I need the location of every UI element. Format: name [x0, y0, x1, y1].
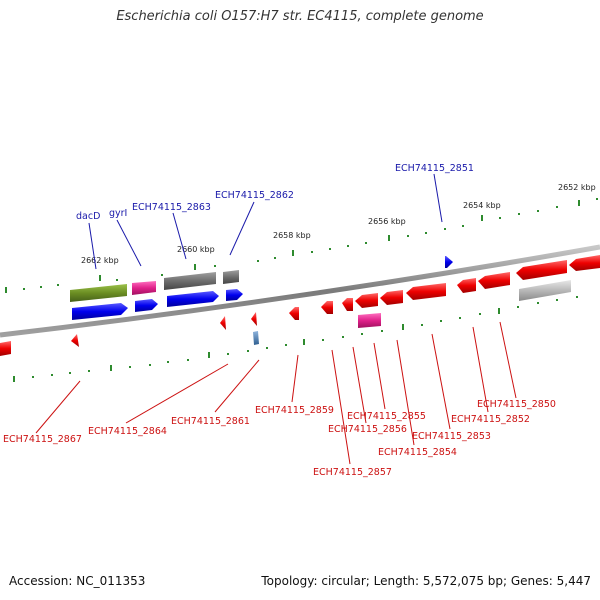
- lower-labels: ECH74115_2867 ECH74115_2864 ECH74115_286…: [3, 399, 556, 478]
- gene-dacD[interactable]: [70, 284, 127, 302]
- upper-labels: dacD gyrI ECH74115_2863 ECH74115_2862 EC…: [76, 163, 474, 222]
- genome-backbone: [0, 244, 600, 338]
- map-title: Escherichia coli O157:H7 str. EC4115, co…: [116, 9, 484, 24]
- topology-text: Topology: circular; Length: 5,572,075 bp…: [261, 574, 591, 588]
- tick-label: 2652 kbp: [558, 183, 596, 192]
- gene-label-dacD[interactable]: dacD: [76, 211, 100, 222]
- gene-2862[interactable]: [223, 270, 239, 284]
- gene-label-2864[interactable]: ECH74115_2864: [88, 426, 167, 437]
- gene-2859[interactable]: [289, 307, 299, 320]
- gene-2855[interactable]: [355, 293, 378, 308]
- forward-strand-row: [72, 256, 453, 320]
- gene-forward[interactable]: [72, 303, 128, 320]
- gene-lower-pink[interactable]: [358, 313, 381, 328]
- gene-label-2855[interactable]: ECH74115_2855: [347, 411, 426, 422]
- upper-feature-row: [70, 270, 571, 302]
- gene-reverse[interactable]: [569, 255, 600, 271]
- gene-2857[interactable]: [321, 301, 333, 314]
- gene-forward[interactable]: [226, 289, 243, 301]
- tick-label: 2654 kbp: [463, 201, 501, 210]
- lower-leader-lines: [35, 321, 517, 465]
- gene-label-2867[interactable]: ECH74115_2867: [3, 434, 82, 445]
- upper-tick-scale: [5, 198, 598, 293]
- gene-2851[interactable]: [445, 256, 453, 268]
- gene-reverse[interactable]: [0, 341, 11, 356]
- gene-2850[interactable]: [516, 260, 567, 280]
- gene-2867[interactable]: [71, 334, 79, 347]
- tick-label: 2656 kbp: [368, 217, 406, 226]
- gene-label-2856[interactable]: ECH74115_2856: [328, 424, 407, 435]
- gene-label-2859[interactable]: ECH74115_2859: [255, 405, 334, 416]
- gene-gyrI[interactable]: [132, 281, 156, 295]
- gene-forward[interactable]: [135, 299, 158, 312]
- gene-2856[interactable]: [342, 298, 353, 311]
- gene-2863[interactable]: [164, 272, 216, 290]
- gene-2854[interactable]: [380, 290, 403, 305]
- gene-2852b[interactable]: [478, 272, 510, 289]
- tick-label: 2660 kbp: [177, 245, 215, 254]
- tick-label: 2658 kbp: [273, 231, 311, 240]
- gene-label-2863[interactable]: ECH74115_2863: [132, 202, 211, 213]
- lower-feature-row: [253, 313, 381, 345]
- gene-lower-steel[interactable]: [253, 331, 259, 345]
- gene-label-2852[interactable]: ECH74115_2852: [451, 414, 530, 425]
- gene-2853[interactable]: [406, 283, 446, 300]
- gene-label-2853[interactable]: ECH74115_2853: [412, 431, 491, 442]
- gene-upper-lightgray[interactable]: [519, 280, 571, 301]
- gene-label-2861[interactable]: ECH74115_2861: [171, 416, 250, 427]
- lower-tick-scale: [13, 296, 578, 382]
- kbp-labels: 2662 kbp 2660 kbp 2658 kbp 2656 kbp 2654…: [81, 183, 596, 265]
- gene-label-2862[interactable]: ECH74115_2862: [215, 190, 294, 201]
- reverse-strand-row: [0, 255, 600, 356]
- gene-forward[interactable]: [167, 291, 219, 307]
- tick-label: 2662 kbp: [81, 256, 119, 265]
- gene-label-gyrI[interactable]: gyrI: [109, 208, 127, 219]
- accession-text: Accession: NC_011353: [9, 574, 146, 588]
- gene-label-2857[interactable]: ECH74115_2857: [313, 467, 392, 478]
- gene-2864[interactable]: [220, 316, 226, 330]
- upper-leader-lines: [88, 173, 443, 270]
- gene-label-2850[interactable]: ECH74115_2850: [477, 399, 556, 410]
- gene-label-2851[interactable]: ECH74115_2851: [395, 163, 474, 174]
- gene-label-2854[interactable]: ECH74115_2854: [378, 447, 457, 458]
- gene-2861[interactable]: [251, 312, 257, 326]
- gene-2852[interactable]: [457, 278, 476, 293]
